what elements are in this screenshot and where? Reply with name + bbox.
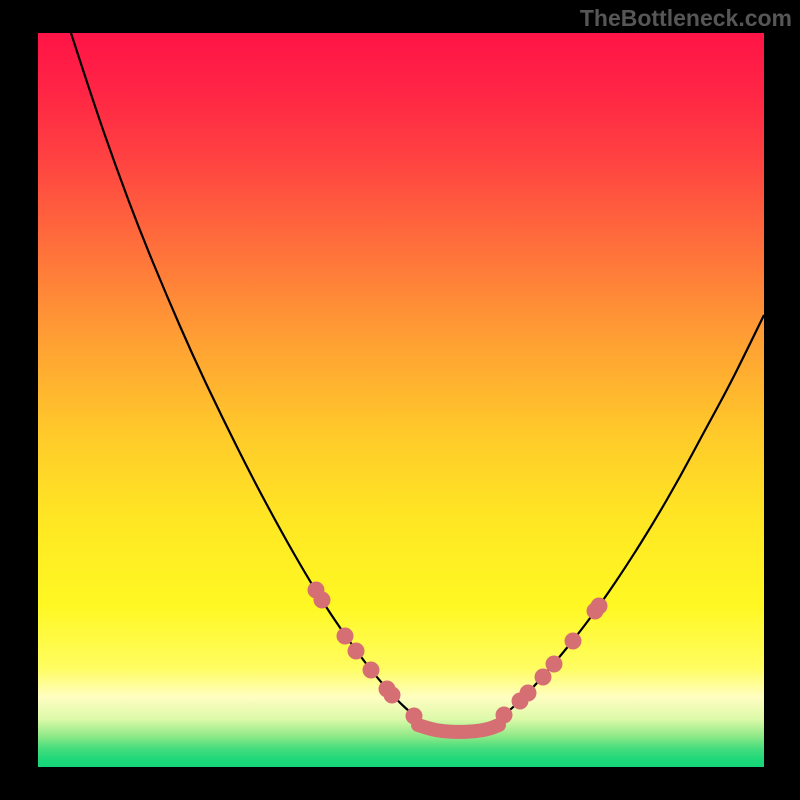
marker-left-6 — [384, 687, 401, 704]
watermark-text: TheBottleneck.com — [580, 5, 792, 32]
marker-right-2 — [565, 633, 582, 650]
marker-left-4 — [363, 662, 380, 679]
marker-right-3 — [546, 656, 563, 673]
marker-right-1 — [587, 603, 604, 620]
marker-left-7 — [406, 708, 423, 725]
plot-area — [38, 33, 764, 767]
marker-left-3 — [348, 643, 365, 660]
left-curve — [71, 33, 418, 719]
bottom-curve-segment — [418, 725, 499, 732]
right-curve — [499, 315, 764, 719]
marker-right-7 — [496, 707, 513, 724]
chart-svg — [38, 33, 764, 767]
chart-container: TheBottleneck.com — [0, 0, 800, 800]
marker-left-2 — [337, 628, 354, 645]
marker-right-4 — [535, 669, 552, 686]
marker-left-1 — [314, 592, 331, 609]
marker-right-6 — [512, 693, 529, 710]
